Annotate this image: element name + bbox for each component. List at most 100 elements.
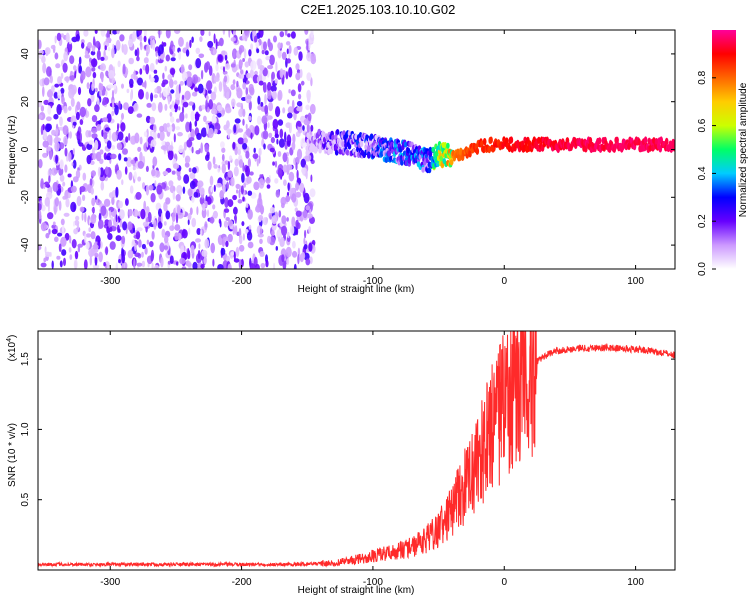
- spectrogram-cell: [221, 163, 226, 174]
- spectrogram-cell: [292, 240, 296, 249]
- spectrogram-cell: [46, 66, 52, 77]
- spectrogram-cell: [42, 152, 48, 158]
- spectrogram-cell: [292, 250, 298, 258]
- spectrogram-cell: [277, 119, 284, 126]
- spectrogram-cell: [238, 108, 244, 118]
- spectrogram-cell: [268, 42, 274, 52]
- spectrogram-cell: [153, 219, 157, 230]
- spectrogram-cell: [137, 160, 144, 169]
- spectrogram-cell: [210, 91, 217, 101]
- spectrogram-cell: [155, 58, 158, 65]
- spectrogram-cell: [209, 175, 214, 186]
- spectrogram-cell: [291, 193, 297, 203]
- spectrogram-cell: [45, 251, 51, 257]
- spectrogram-cell: [54, 83, 60, 88]
- spectrogram-cell: [149, 116, 156, 125]
- spectrogram-cell: [51, 129, 56, 136]
- spectrogram-cell: [61, 96, 65, 105]
- spectrogram-cell: [192, 167, 197, 174]
- spectrogram-cell: [221, 154, 225, 162]
- spectrogram-cell: [100, 181, 105, 191]
- spectrogram-cell: [78, 56, 82, 65]
- spectrogram-cell: [367, 145, 371, 152]
- spectrogram-cell: [79, 206, 85, 212]
- spectrogram-cell: [243, 183, 247, 188]
- spectrogram-cell: [71, 162, 74, 167]
- spectrogram-cell: [297, 83, 302, 93]
- spectrogram-cell: [92, 264, 100, 269]
- spectrogram-cell: [127, 106, 134, 114]
- spectrogram-cell: [182, 148, 185, 158]
- spectrogram-cell: [186, 139, 193, 148]
- spectrogram-cell: [166, 122, 170, 128]
- spectrogram-cell: [86, 82, 90, 90]
- spectrogram-cell: [105, 90, 108, 97]
- spectrogram-cell: [287, 99, 290, 105]
- spectrogram-cell: [264, 104, 269, 115]
- spectrogram-cell: [431, 146, 436, 153]
- spectrogram-cell: [129, 78, 134, 87]
- spectrogram-cell: [275, 106, 281, 118]
- spectrogram-cell: [102, 100, 106, 106]
- spectrogram-cell: [256, 115, 262, 125]
- spectrogram-cell: [77, 243, 83, 248]
- spectrogram-cell: [75, 215, 80, 221]
- spectrogram-cell: [193, 191, 199, 198]
- spectrogram-cell: [199, 196, 205, 205]
- spectrogram-cell: [213, 128, 218, 135]
- spectrogram-cell: [118, 100, 121, 110]
- spectrogram-cell: [63, 135, 68, 146]
- spectrogram-cell: [86, 154, 92, 165]
- spectrogram-cell: [296, 100, 303, 107]
- spectrogram-cell: [263, 143, 266, 150]
- spectrogram-cell: [184, 162, 190, 168]
- spectrogram-cell: [45, 232, 50, 239]
- spectrogram-cell: [171, 212, 176, 222]
- spectrogram-cell: [449, 159, 454, 166]
- spectrogram-cell: [230, 63, 236, 68]
- spectrogram-cell: [225, 107, 232, 114]
- spectrogram-cell: [287, 231, 290, 239]
- spectrogram-cell: [258, 80, 264, 86]
- spectrogram-cell: [427, 167, 432, 174]
- spectrogram-cell: [95, 40, 100, 49]
- spectrogram-cell: [83, 30, 89, 37]
- spectrogram-cell: [254, 70, 258, 76]
- spectrogram-cell: [59, 260, 63, 268]
- spectrogram-cell: [295, 210, 302, 217]
- spectrogram-cell: [87, 98, 92, 107]
- spectrogram-cell: [44, 123, 51, 133]
- spectrogram-cell: [181, 94, 185, 101]
- spectrogram-cell: [199, 36, 203, 42]
- spectrogram-cell: [181, 266, 187, 269]
- spectrogram-x-ticks: -300 -200 -100 0 100: [100, 30, 644, 287]
- spectrogram-cell: [184, 155, 191, 164]
- spectrogram-cell: [287, 106, 294, 114]
- spectrogram-cell: [107, 84, 114, 89]
- spectrogram-cell: [264, 93, 267, 105]
- spectrogram-cell: [210, 186, 213, 193]
- spectrogram-cell: [85, 233, 92, 238]
- spectrogram-cell: [279, 128, 284, 139]
- spectrogram-cell: [139, 34, 143, 43]
- spectrogram-cell: [303, 118, 310, 126]
- spectrogram-cell: [250, 60, 257, 71]
- spectrogram-cell: [209, 216, 215, 224]
- spectrogram-cell: [88, 130, 92, 138]
- spectrogram-cell: [167, 149, 174, 161]
- spectrogram-cell: [232, 226, 236, 235]
- spectrogram-cell: [234, 214, 237, 224]
- spectrogram-cell: [187, 213, 192, 221]
- y-tick-label: -20: [20, 190, 31, 205]
- spectrogram-cell: [213, 86, 217, 94]
- spectrogram-cell: [81, 42, 85, 49]
- spectrogram-cell: [178, 83, 181, 94]
- spectrogram-cell: [167, 260, 171, 265]
- chart-title: C2E1.2025.103.10.10.G02: [301, 2, 456, 17]
- spectrogram-cell: [176, 118, 180, 123]
- spectrogram-cell: [150, 92, 154, 102]
- spectrogram-cell: [260, 101, 264, 107]
- spectrogram-cell: [164, 235, 169, 244]
- spectrogram-cell: [47, 168, 52, 179]
